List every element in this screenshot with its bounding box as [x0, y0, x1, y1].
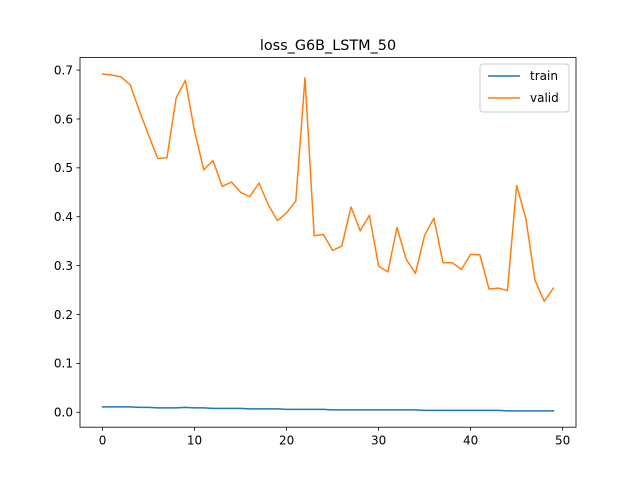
y-tick-label: 0.5: [54, 161, 73, 175]
x-tick-label: 40: [463, 434, 478, 448]
y-tick-label: 0.4: [54, 210, 73, 224]
y-tick-label: 0.3: [54, 259, 73, 273]
x-tick-label: 50: [555, 434, 570, 448]
x-tick-label: 30: [371, 434, 386, 448]
legend: train valid: [479, 63, 570, 113]
legend-valid-label: valid: [530, 91, 559, 105]
y-tick-label: 0.2: [54, 308, 73, 322]
series-layer: [101, 73, 555, 412]
legend-train-label: train: [530, 69, 558, 83]
series-line-valid: [101, 73, 555, 303]
ticks-layer: 0 10 20 30 40 50 0.0 0.1 0.2 0.3 0.4 0.5 0.6 0.7: [54, 63, 570, 447]
series-line-train: [101, 406, 555, 412]
y-tick-label: 0.0: [54, 406, 73, 420]
plot-frame: [79, 57, 577, 428]
y-tick-label: 0.7: [54, 63, 73, 77]
x-tick-label: 0: [99, 434, 107, 448]
x-tick-label: 20: [279, 434, 294, 448]
y-tick-label: 0.6: [54, 112, 73, 126]
x-tick-label: 10: [187, 434, 202, 448]
chart-title: loss_G6B_LSTM_50: [260, 38, 396, 54]
y-tick-label: 0.1: [54, 357, 73, 371]
